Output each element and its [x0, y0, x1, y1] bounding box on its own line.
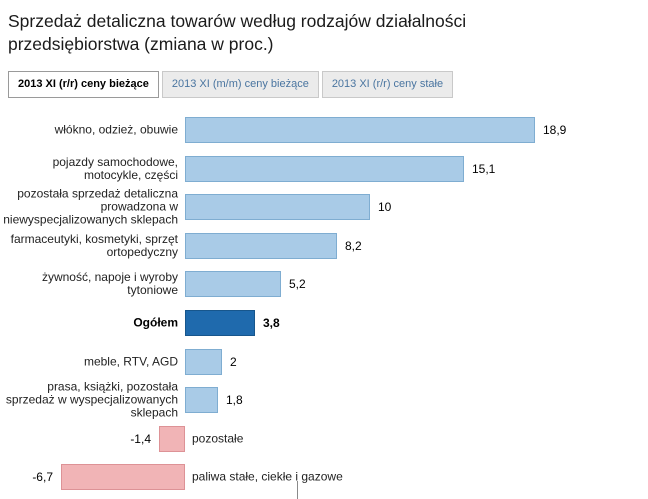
- category-label: żywność, napoje i wyroby tytoniowe: [41, 270, 178, 298]
- value-label: 18,9: [543, 123, 567, 138]
- value-label: 2: [230, 355, 237, 370]
- chart-row: włókno, odzież, obuwie 18,9: [0, 111, 648, 149]
- category-label: pojazdy samochodowe, motocykle, części: [52, 155, 178, 183]
- negative-bar: [159, 426, 185, 453]
- category-label: pozostałe: [192, 431, 244, 446]
- bar: [185, 271, 281, 298]
- chart-row: prasa, książki, pozostała sprzedaż w wys…: [0, 379, 648, 420]
- category-label: pozostała sprzedaż detaliczna prowadzona…: [3, 186, 178, 227]
- bar: [185, 194, 370, 221]
- chart-row: Ogółem 3,8: [0, 304, 648, 342]
- value-label: 3,8: [263, 316, 280, 331]
- category-label: farmaceutyki, kosmetyki, sprzęt ortopedy…: [10, 232, 178, 260]
- chart-row: pozostałe -1,4: [0, 420, 648, 458]
- category-label: włókno, odzież, obuwie: [54, 122, 178, 137]
- bar: [185, 387, 218, 414]
- bar-chart: włókno, odzież, obuwie 18,9 pojazdy samoch…: [0, 111, 648, 497]
- category-label: Ogółem: [133, 315, 178, 330]
- tab-1[interactable]: 2013 XI (r/r) ceny bieżące: [8, 71, 159, 99]
- total-bar: [185, 310, 255, 337]
- tab-3[interactable]: 2013 XI (r/r) ceny stałe: [321, 71, 454, 99]
- value-label: 15,1: [472, 162, 496, 177]
- category-label: meble, RTV, AGD: [83, 354, 178, 369]
- chart-row: żywność, napoje i wyroby tytoniowe 5,2: [0, 265, 648, 303]
- value-label: -1,4: [130, 432, 151, 447]
- chart-row: meble, RTV, AGD 2: [0, 343, 648, 381]
- value-label: 5,2: [289, 277, 306, 292]
- chart-row: paliwa stałe, ciekłe i gazowe -6,7: [0, 458, 648, 496]
- value-label: -6,7: [32, 470, 53, 485]
- bar: [185, 156, 464, 183]
- chart-row: farmaceutyki, kosmetyki, sprzęt ortopedy…: [0, 227, 648, 265]
- tab-bar: 2013 XI (r/r) ceny bieżące 2013 XI (m/m) …: [8, 71, 648, 99]
- page-title: Sprzedaż detaliczna towarów według rodza…: [8, 11, 467, 55]
- negative-bar: [61, 464, 185, 491]
- category-label: paliwa stałe, ciekłe i gazowe: [192, 469, 343, 484]
- category-label: prasa, książki, pozostała sprzedaż w wys…: [5, 379, 178, 420]
- value-label: 8,2: [345, 239, 362, 254]
- bar: [185, 349, 222, 376]
- chart-row: pozostała sprzedaż detaliczna prowadzona…: [0, 186, 648, 227]
- tab-2[interactable]: 2013 XI (m/m) ceny bieżące: [161, 71, 319, 99]
- value-label: 10: [378, 200, 392, 215]
- axis-tick: [297, 481, 298, 499]
- bar: [185, 117, 535, 144]
- chart-row: pojazdy samochodowe, motocykle, części 15…: [0, 150, 648, 188]
- bar: [185, 233, 337, 260]
- value-label: 1,8: [226, 393, 243, 408]
